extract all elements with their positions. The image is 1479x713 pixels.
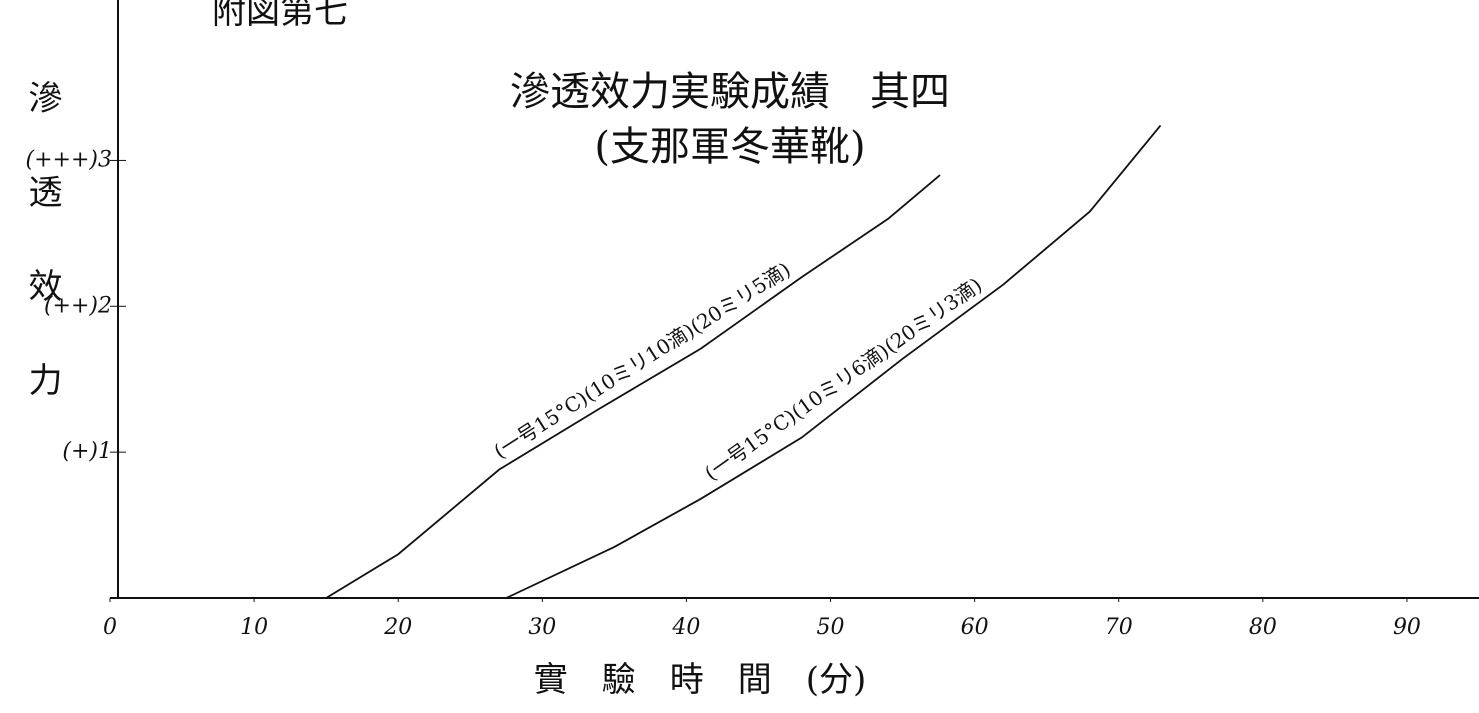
x-tick-label: 10 <box>240 615 268 640</box>
x-tick-label: 60 <box>961 615 989 640</box>
x-tick-label: 20 <box>383 615 412 640</box>
y-tick-label: (+)1 <box>62 439 112 464</box>
x-tick-label: 0 <box>103 615 117 640</box>
x-tick-label: 40 <box>671 615 700 640</box>
figure-label: 附図第七 <box>212 0 348 32</box>
y-tick-label: (++)2 <box>44 293 112 318</box>
x-tick-label: 90 <box>1393 615 1421 640</box>
x-tick-label: 30 <box>528 615 556 640</box>
y-axis-label: 滲透效力 <box>22 80 62 456</box>
x-tick-label: 70 <box>1105 615 1133 640</box>
y-tick-label: (+++)3 <box>26 147 112 172</box>
chart-title: 滲透效力実験成績 其四 <box>510 69 950 115</box>
line <box>505 124 1162 599</box>
x-tick-label: 50 <box>817 615 845 640</box>
x-axis-label: 實 驗 時 間 (分) <box>534 660 867 700</box>
x-tick-label: 80 <box>1249 615 1277 640</box>
line <box>325 174 941 599</box>
chart-subtitle: (支那軍冬華靴) <box>594 124 865 170</box>
